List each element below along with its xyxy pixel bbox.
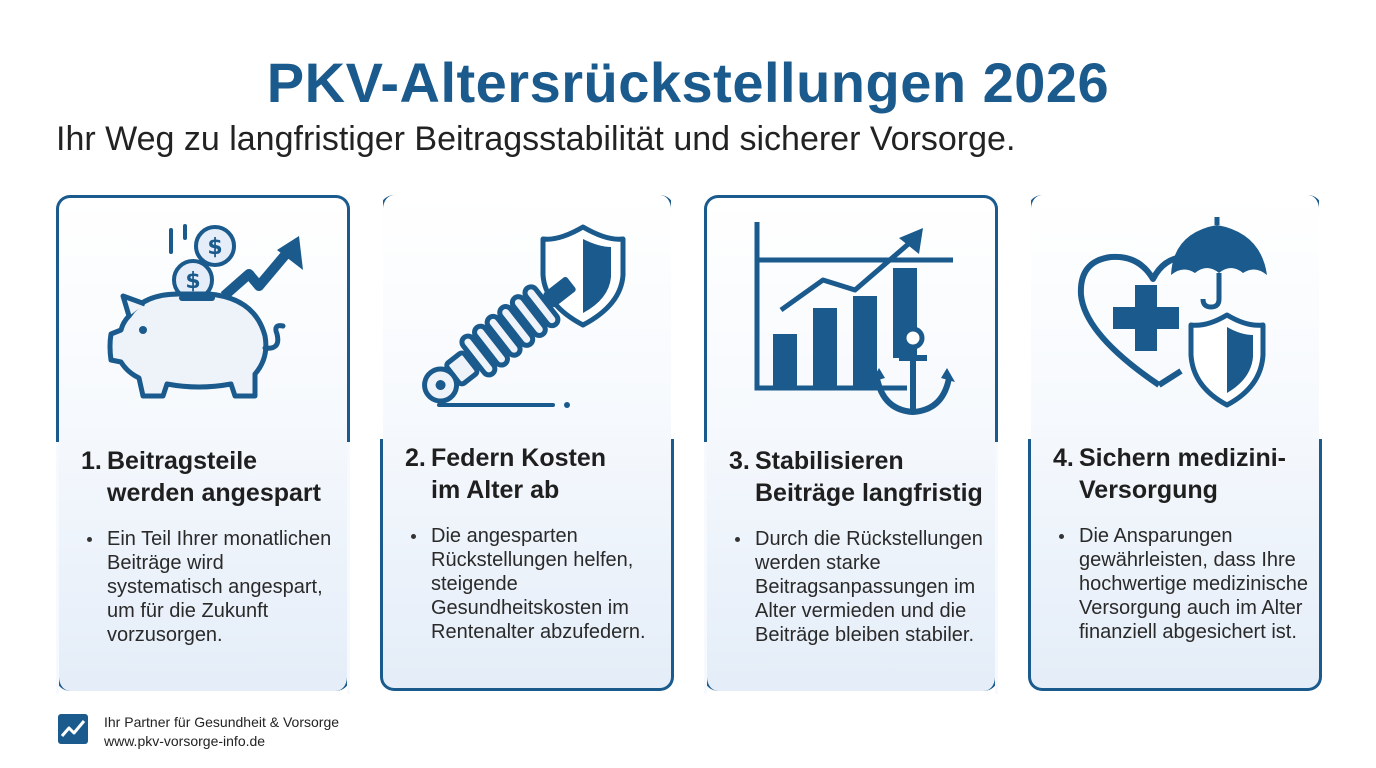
card-2-title: 2. Federn Kosten im Alter ab <box>405 442 667 506</box>
page-title: PKV-Altersrückstellungen 2026 <box>266 51 1110 114</box>
card-4-bullet: Die Ansparungen gewährleisten, dass Ihre… <box>1053 524 1315 644</box>
piggy-bank-icon: $ $ <box>59 198 347 438</box>
card-4-title-line1: Sichern medizini- <box>1079 444 1286 472</box>
card-3-number: 3. <box>729 447 750 475</box>
heart-umbrella-shield-icon <box>1031 195 1319 435</box>
card-1-bullet: Ein Teil Ihrer monatlichen Beiträge wird… <box>81 527 343 647</box>
card-3: 3. Stabilisieren Beiträge langfristig Dur… <box>704 195 998 694</box>
footer-website[interactable]: www.pkv-vorsorge-info.de <box>104 733 266 749</box>
chart-check-logo-icon <box>58 714 88 744</box>
svg-text:$: $ <box>185 269 200 294</box>
card-2-bullets: Die angesparten Rückstellungen helfen, s… <box>405 524 667 644</box>
card-1-title: 1. Beitragsteile werden angespart <box>81 445 343 509</box>
card-2-title-line1: Federn Kosten <box>431 444 607 472</box>
footer-tagline: Ihr Partner für Gesundheit & Vorsorge <box>104 714 340 730</box>
card-3-bullet: Durch die Rückstellungen werden starke B… <box>729 527 991 647</box>
svg-text:$: $ <box>207 235 222 260</box>
card-3-title-line2: Beiträge langfristig <box>755 479 983 507</box>
card-2-number: 2. <box>405 444 426 472</box>
card-1-bullets: Ein Teil Ihrer monatlichen Beiträge wird… <box>81 527 343 647</box>
card-1: $ $ 1. Beitragsteile werden angespart Ein… <box>56 195 350 694</box>
card-4: 4. Sichern medizini- Versorgung Die Anspa… <box>1028 195 1322 691</box>
card-4-title-line2: Versorgung <box>1079 476 1218 504</box>
card-4-title: 4. Sichern medizini- Versorgung <box>1053 442 1315 506</box>
card-2: 2. Federn Kosten im Alter ab Die angespar… <box>380 195 674 691</box>
card-3-title-line1: Stabilisieren <box>755 447 904 475</box>
card-4-bullets: Die Ansparungen gewährleisten, dass Ihre… <box>1053 524 1315 644</box>
spring-shield-icon <box>383 195 671 435</box>
card-2-bullet: Die angesparten Rückstellungen helfen, s… <box>405 524 667 644</box>
card-3-title: 3. Stabilisieren Beiträge langfristig <box>729 445 991 509</box>
card-1-number: 1. <box>81 447 102 475</box>
bar-chart-anchor-icon <box>707 198 995 438</box>
card-1-title-line1: Beitragsteile <box>107 447 258 475</box>
card-2-title-line2: im Alter ab <box>431 476 560 504</box>
page-subtitle: Ihr Weg zu langfristiger Beitragsstabili… <box>56 120 1016 158</box>
card-1-title-line2: werden angespart <box>107 479 321 507</box>
card-4-number: 4. <box>1053 444 1074 472</box>
card-3-bullets: Durch die Rückstellungen werden starke B… <box>729 527 991 647</box>
